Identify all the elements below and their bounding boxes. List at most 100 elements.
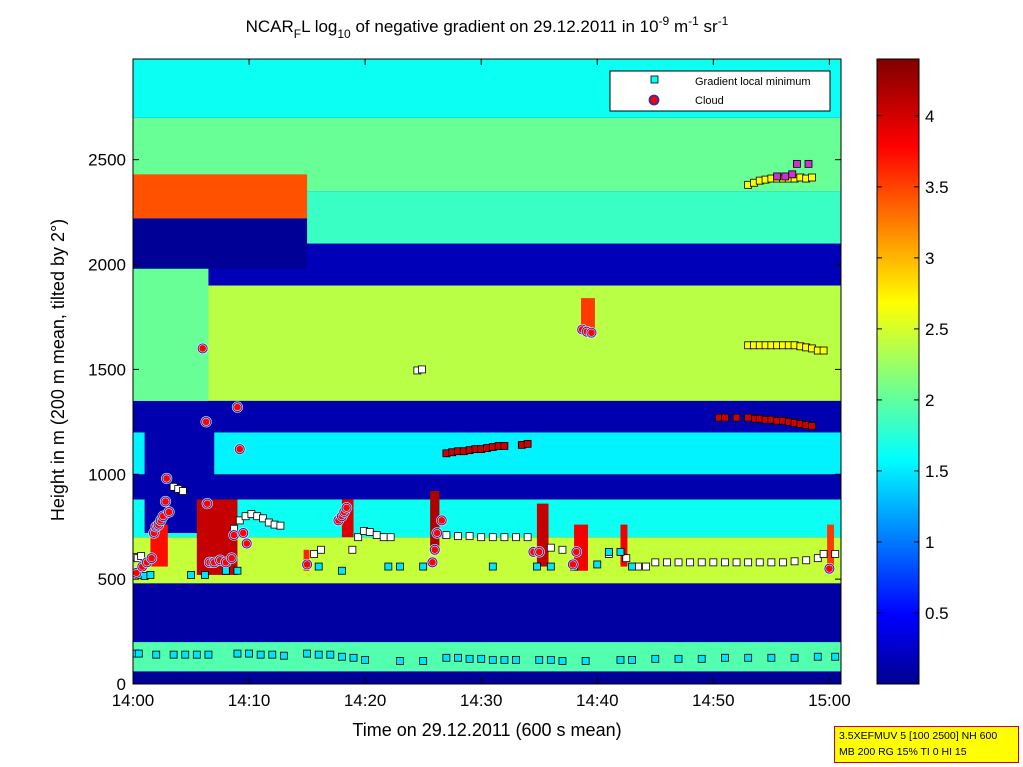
y-axis-ticks: 0 500 1000 1500 2000 2500 [88,151,841,694]
gradient-minimum-marker [523,439,532,448]
x-tick-label: 14:50 [692,691,735,710]
gradient-minimum-marker [546,562,555,571]
gradient-minimum-marker [813,652,822,661]
cloud-marker-outline [163,506,175,518]
cloud-marker-outline [586,327,597,338]
gradient-minimum-marker [314,650,323,659]
gradient-minimum-marker [310,550,318,558]
gradient-minimum-marker [187,571,195,579]
gradient-minimum-marker [767,653,776,662]
gradient-minimum-marker [488,562,497,571]
gradient-minimum-marker [361,655,370,664]
colorbar-tick-label: 0.5 [925,604,949,623]
x-tick-label: 14:20 [344,691,387,710]
gradient-minimum-marker [721,653,729,662]
legend-marker-gradient-minimum [650,75,659,84]
gradient-minimum-marker [192,650,201,659]
gradient-minimum-marker [488,655,497,664]
cloud-marker-outline [429,544,440,555]
cloud-marker-outline [160,496,171,507]
legend: Gradient local minimum Cloud [609,70,831,112]
y-tick-label: 500 [98,570,126,589]
legend-marker-cloud [648,94,660,106]
gradient-minimum-marker [732,413,741,422]
gradient-minimum-marker [396,657,404,665]
info-line-1: 3.5XEFMUV 5 [100 2500] NH 600 [839,730,998,742]
gradient-minimum-marker [314,562,323,571]
gradient-minimum-marker [744,413,753,422]
legend-label-gradient-minimum: Gradient local minimum [695,76,811,88]
cloud-marker-outline [234,444,245,455]
cloud-marker-outline [226,553,237,564]
gradient-minimum-marker [819,550,828,558]
cloud-marker-outline [133,567,142,578]
gradient-minimum-marker [465,654,474,663]
gradient-minimum-marker [781,172,790,181]
gradient-minimum-marker [221,566,230,575]
settings-info-box: 3.5XEFMUV 5 [100 2500] NH 600 MB 200 RG … [834,726,1019,763]
colorbar-tick-label: 4 [925,107,934,126]
cloud-marker-outline [571,546,582,557]
gradient-minimum-marker [500,655,509,664]
gradient-minimum-marker [152,650,161,659]
heatmap-patch [581,298,595,332]
gradient-minimum-marker [259,514,267,523]
gradient-minimum-marker [802,556,811,565]
colorbar-ticks: 0.5 1 1.5 2 2.5 3 3.5 4 [877,107,949,623]
gradient-minimum-marker [628,655,636,664]
gradient-minimum-marker [418,365,426,374]
x-tick-label: 14:30 [460,691,503,710]
colorbar-tick-label: 1 [925,533,934,552]
gradient-minimum-marker [674,654,683,663]
gradient-minimum-marker [790,653,799,662]
gradient-minimum-marker [813,554,822,563]
gradient-minimum-marker [233,566,242,575]
gradient-minimum-marker [204,650,213,659]
legend-label-cloud: Cloud [695,95,724,107]
heatmap-layer [133,583,841,643]
gradient-minimum-marker [779,558,787,567]
gradient-minimum-marker [181,650,190,659]
gradient-minimum-marker [349,653,358,662]
gradient-minimum-marker [744,653,753,662]
cloud-marker-outline [431,527,443,539]
gradient-minimum-marker [616,547,625,556]
y-axis-label: Height in m (200 m mean, tilted by 2°) [48,219,68,521]
gradient-minimum-marker [808,173,816,182]
y-tick-label: 2000 [88,256,126,275]
x-tick-label: 14:10 [228,691,271,710]
gradient-minimum-marker [488,533,497,542]
heatmap-patch [620,524,628,567]
y-tick-label: 1000 [88,465,126,484]
gradient-minimum-marker [396,562,404,571]
heatmap-layer [133,432,841,475]
heatmap-patch [430,491,440,550]
heatmap-layer [133,671,841,684]
gradient-minimum-marker [744,558,753,567]
y-tick-label: 1500 [88,360,126,379]
gradient-minimum-marker [651,558,660,567]
gradient-minimum-marker [365,528,374,536]
cloud-marker-outline [202,498,213,509]
gradient-minimum-marker [338,566,346,575]
heatmap-patch [536,503,549,567]
gradient-minimum-marker [419,657,428,665]
gradient-minimum-marker [235,516,244,525]
gradient-minimum-marker [533,562,541,571]
heatmap-background-layers [133,59,841,684]
gradient-minimum-marker [137,552,146,560]
gradient-minimum-marker [268,650,277,659]
gradient-minimum-marker [372,531,381,539]
gradient-minimum-marker [808,422,816,430]
gradient-minimum-marker [500,533,509,542]
cloud-marker-outline [201,416,212,427]
heatmap-patch [341,499,354,538]
colorbar-tick-label: 1.5 [925,462,949,481]
gradient-minimum-marker [134,649,143,658]
gradient-minimum-marker [546,655,555,664]
colorbar-gradient [876,58,920,685]
gradient-minimum-marker [558,657,567,665]
colorbar-tick-label: 2.5 [925,320,949,339]
cloud-marker-outline [232,402,243,413]
